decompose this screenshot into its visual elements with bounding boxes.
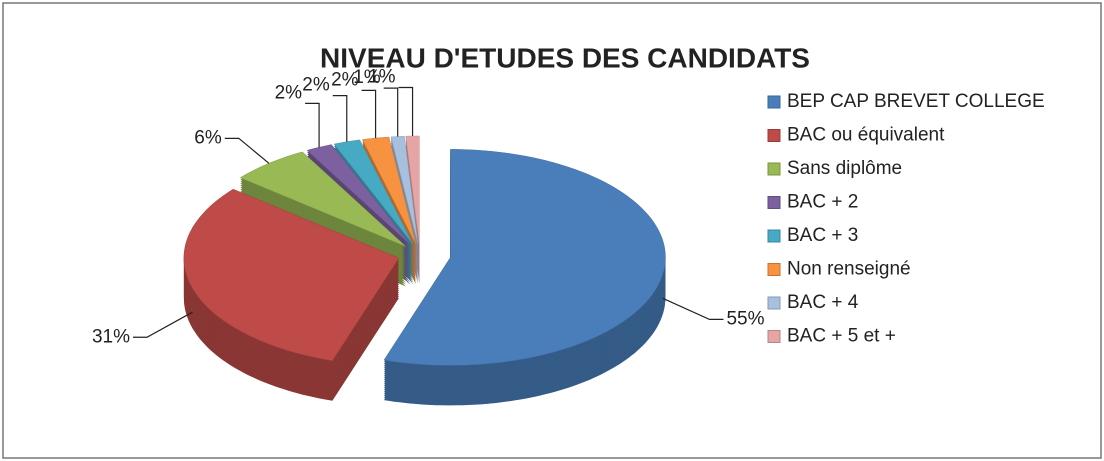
data-label: 1% xyxy=(353,67,381,88)
legend-label: Non renseigné xyxy=(787,259,911,280)
leader-line xyxy=(305,102,320,148)
legend-swatch xyxy=(767,229,781,243)
data-label: 55% xyxy=(726,308,764,329)
slice xyxy=(383,149,666,366)
legend-label: BEP CAP BREVET COLLEGE xyxy=(787,91,1045,112)
legend-label: BAC ou équivalent xyxy=(787,125,945,146)
slice-side xyxy=(391,140,418,249)
slice-side xyxy=(391,142,418,251)
legend-label: BAC + 4 xyxy=(787,292,859,313)
leader-line xyxy=(383,87,399,137)
legend-swatch xyxy=(767,162,781,176)
chart-title: NIVEAU D'ETUDES DES CANDIDATS xyxy=(320,42,810,73)
slice xyxy=(405,135,420,245)
data-label: 6% xyxy=(194,127,222,148)
legend-label: BAC + 2 xyxy=(787,192,858,213)
data-label: 2% xyxy=(331,69,359,90)
legend-swatch xyxy=(767,263,781,276)
data-label: 2% xyxy=(302,75,330,96)
leader-line xyxy=(332,95,348,142)
legend-swatch xyxy=(767,196,781,209)
slice-side xyxy=(391,138,418,247)
slice-side xyxy=(362,141,416,249)
leader-line xyxy=(224,137,270,164)
legend-swatch xyxy=(767,330,781,343)
legend-label: BAC + 3 xyxy=(787,225,858,246)
leader-line xyxy=(398,86,414,137)
leader-line xyxy=(361,89,377,139)
legend-label: BAC + 5 et + xyxy=(787,326,896,347)
leader-line xyxy=(132,311,193,338)
legend-swatch xyxy=(767,129,781,142)
leader-line xyxy=(662,297,724,320)
legend-label: Sans diplôme xyxy=(787,158,902,179)
legend-swatch xyxy=(767,296,781,310)
slice xyxy=(183,188,400,362)
legend-swatch xyxy=(767,95,781,109)
data-label: 1% xyxy=(368,66,396,87)
data-label: 31% xyxy=(92,326,130,347)
data-label: 2% xyxy=(275,82,303,103)
